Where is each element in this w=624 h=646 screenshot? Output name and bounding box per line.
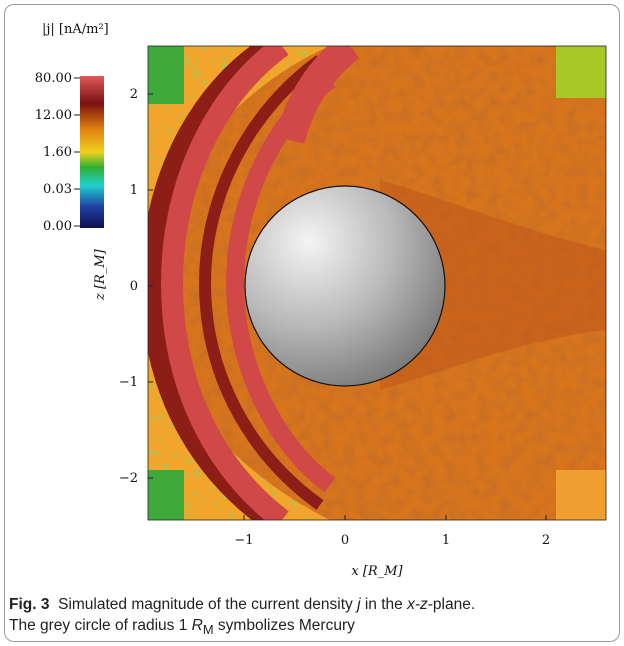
figure-caption: Fig. 3 Simulated magnitude of the curren… — [9, 594, 615, 640]
caption-radius-symbol: R — [191, 617, 203, 634]
caption-text-2b: symbolizes Mercury — [213, 617, 355, 634]
mercury-planet — [244, 185, 446, 387]
x-tick-0: 0 — [341, 533, 349, 548]
caption-text-1b: in the — [360, 596, 408, 613]
x-axis-label: x [R_M] — [351, 564, 403, 579]
colorbar-tick-0-03: 0.03 — [43, 182, 72, 197]
x-tick-minus-1: −1 — [234, 533, 253, 548]
x-axis: −1 0 1 2 x [R_M] — [234, 515, 550, 579]
colorbar-tick-1-6: 1.60 — [43, 145, 72, 160]
caption-text-1a: Simulated magnitude of the current densi… — [58, 596, 358, 613]
plot-frame — [147, 45, 607, 521]
caption-text-1c: -plane. — [427, 596, 476, 613]
caption-label: Fig. 3 — [9, 596, 50, 613]
y-axis: 2 1 0 −1 −2 z [R_M] — [93, 87, 153, 486]
x-tick-1: 1 — [442, 533, 450, 548]
caption-plane: x-z — [407, 596, 428, 613]
colorbar-tick-80: 80.00 — [35, 71, 72, 86]
heatmap — [148, 46, 606, 520]
x-tick-2: 2 — [542, 533, 550, 548]
colorbar-tick-12: 12.00 — [35, 108, 72, 123]
y-tick-1: 1 — [130, 183, 138, 198]
colorbar-label: |j| [nA/m²] — [42, 22, 109, 37]
colorbar-tick-0: 0.00 — [43, 219, 72, 234]
colorbar-ticks: 80.00 12.00 1.60 0.03 0.00 — [35, 71, 80, 234]
y-tick-2: 2 — [130, 87, 138, 102]
y-axis-label: z [R_M] — [93, 248, 108, 301]
caption-radius-sub: M — [202, 622, 214, 638]
y-tick-0: 0 — [130, 279, 138, 294]
caption-symbol-j: j — [357, 596, 361, 613]
caption-text-2a: The grey circle of radius 1 — [9, 617, 192, 634]
y-tick-minus-1: −1 — [119, 375, 138, 390]
y-tick-minus-2: −2 — [119, 471, 138, 486]
colorbar-gradient — [80, 76, 104, 228]
